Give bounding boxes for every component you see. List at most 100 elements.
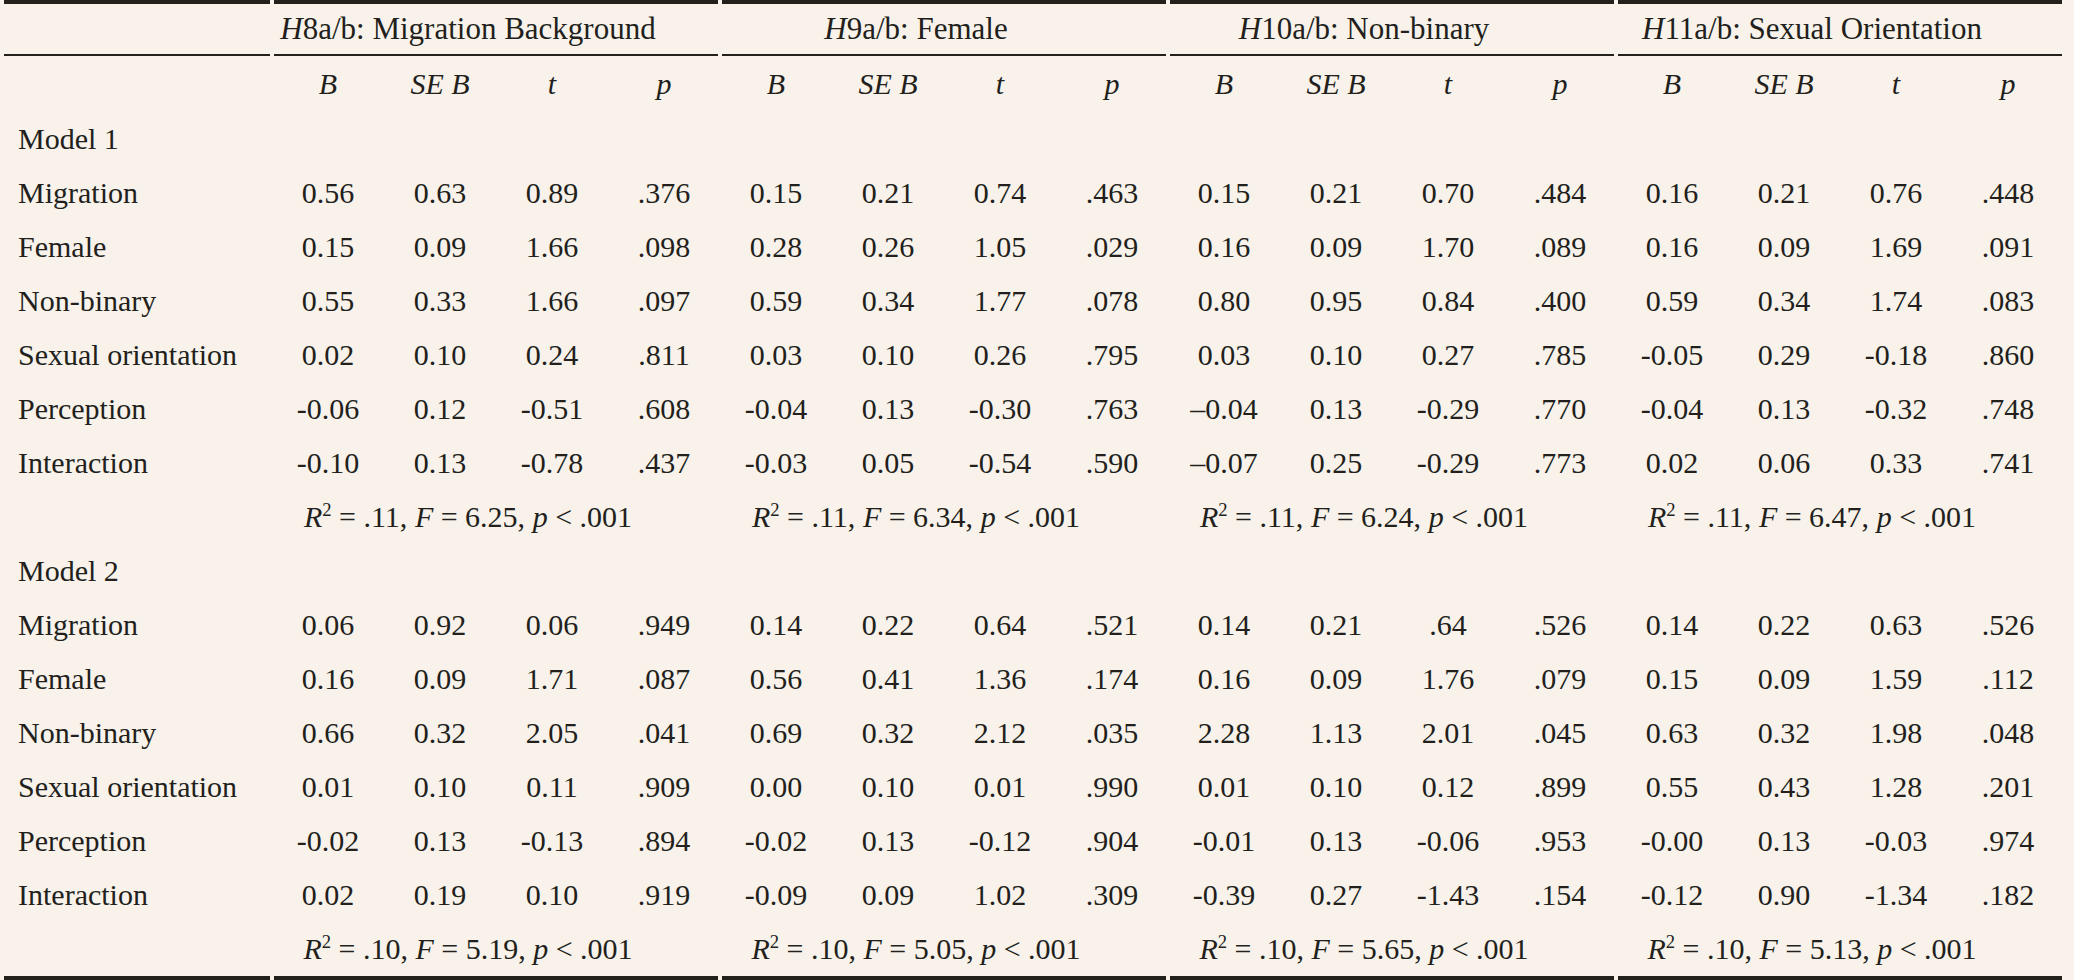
value-cell: 2.01: [1394, 706, 1502, 760]
value-cell: 0.15: [1618, 652, 1726, 706]
row-label: Perception: [4, 814, 270, 868]
value-cell: .748: [1954, 382, 2062, 436]
value-cell: 0.01: [1170, 760, 1278, 814]
table-row: Interaction0.020.190.10.919-0.090.091.02…: [4, 868, 2062, 922]
value-cell: 0.41: [834, 652, 942, 706]
model-fit-h10-non-binary-segment-6: < .001: [1444, 932, 1528, 965]
value-cell: .097: [610, 274, 718, 328]
value-cell: 0.10: [498, 868, 606, 922]
value-cell: 0.16: [1618, 166, 1726, 220]
col-header-b: B: [722, 56, 830, 112]
value-cell: 0.90: [1730, 868, 1838, 922]
value-cell: .376: [610, 166, 718, 220]
value-cell: .974: [1954, 814, 2062, 868]
value-cell: 0.34: [1730, 274, 1838, 328]
value-cell: 0.10: [1282, 760, 1390, 814]
model-fit-h8-migration-background-segment-3: F: [415, 932, 433, 965]
value-cell: 0.12: [386, 382, 494, 436]
model-fit-h10-non-binary: R2 = .11, F = 6.24, p < .001: [1170, 490, 1614, 544]
col-header-se-b: SE B: [386, 56, 494, 112]
model-fit-h11-sexual-orientation-segment-3: F: [1759, 500, 1777, 533]
value-cell: -1.34: [1842, 868, 1950, 922]
table-row: Non-binary0.550.331.66.0970.590.341.77.0…: [4, 274, 2062, 328]
table-row: Interaction-0.100.13-0.78.437-0.030.05-0…: [4, 436, 2062, 490]
value-cell: 0.55: [1618, 760, 1726, 814]
value-cell: 0.21: [1730, 166, 1838, 220]
value-cell: 0.10: [834, 328, 942, 382]
value-cell: 0.33: [1842, 436, 1950, 490]
value-cell: 1.02: [946, 868, 1054, 922]
value-cell: 0.25: [1282, 436, 1390, 490]
value-cell: 0.21: [834, 166, 942, 220]
model-fit-h9-female-segment-6: < .001: [996, 500, 1080, 533]
value-cell: .785: [1506, 328, 1614, 382]
value-cell: 0.27: [1394, 328, 1502, 382]
value-cell: 1.76: [1394, 652, 1502, 706]
row-label: Non-binary: [4, 274, 270, 328]
value-cell: -0.06: [1394, 814, 1502, 868]
value-cell: 0.63: [1842, 598, 1950, 652]
col-header-p: p: [1506, 56, 1614, 112]
model-fit-h11-sexual-orientation-segment-2: = .11,: [1676, 500, 1759, 533]
value-cell: .64: [1394, 598, 1502, 652]
value-cell: .309: [1058, 868, 1166, 922]
value-cell: .899: [1506, 760, 1614, 814]
model-fit-h11-sexual-orientation-segment-4: = 5.13,: [1778, 932, 1877, 965]
value-cell: 0.10: [386, 328, 494, 382]
value-cell: 0.09: [386, 220, 494, 274]
value-cell: 0.59: [722, 274, 830, 328]
model-fit-h8-migration-background-segment-5: p: [533, 932, 548, 965]
value-cell: 1.74: [1842, 274, 1950, 328]
value-cell: -0.05: [1618, 328, 1726, 382]
value-cell: 0.24: [498, 328, 606, 382]
value-cell: 0.06: [498, 598, 606, 652]
col-header-b: B: [1618, 56, 1726, 112]
model-fit-h8-migration-background-segment-2: = .11,: [332, 500, 415, 533]
value-cell: .083: [1954, 274, 2062, 328]
group-spanner-h10-non-binary-segment-0: H: [1239, 11, 1261, 46]
group-spanner-h8-migration-background-segment-0: H: [280, 11, 302, 46]
value-cell: 0.92: [386, 598, 494, 652]
col-header-t: t: [1842, 56, 1950, 112]
model-fit-h11-sexual-orientation: R2 = .10, F = 5.13, p < .001: [1618, 922, 2062, 980]
row-label: Migration: [4, 598, 270, 652]
value-cell: .521: [1058, 598, 1166, 652]
value-cell: 0.70: [1394, 166, 1502, 220]
value-cell: .048: [1954, 706, 2062, 760]
value-cell: 0.09: [834, 868, 942, 922]
value-cell: 2.12: [946, 706, 1054, 760]
model-fit-h9-female-segment-0: R: [752, 500, 770, 533]
value-cell: 0.02: [274, 868, 382, 922]
value-cell: 0.16: [1170, 220, 1278, 274]
value-cell: 0.56: [722, 652, 830, 706]
value-cell: .154: [1506, 868, 1614, 922]
value-cell: .029: [1058, 220, 1166, 274]
model-fit-h11-sexual-orientation: R2 = .11, F = 6.47, p < .001: [1618, 490, 2062, 544]
value-cell: 0.16: [1170, 652, 1278, 706]
value-cell: 0.01: [946, 760, 1054, 814]
model-fit-h9-female-segment-4: = 5.05,: [882, 932, 981, 965]
value-cell: .860: [1954, 328, 2062, 382]
model-fit-h8-migration-background-segment-4: = 5.19,: [434, 932, 533, 965]
group-spanner-h11-sexual-orientation: H11a/b: Sexual Orientation: [1618, 0, 2062, 56]
value-cell: 0.63: [386, 166, 494, 220]
value-cell: 0.34: [834, 274, 942, 328]
value-cell: 0.13: [386, 436, 494, 490]
table-row: Perception-0.060.12-0.51.608-0.040.13-0.…: [4, 382, 2062, 436]
value-cell: 0.22: [834, 598, 942, 652]
row-label: Sexual orientation: [4, 328, 270, 382]
table-row: Female0.150.091.66.0980.280.261.05.0290.…: [4, 220, 2062, 274]
group-spanner-h9-female: H9a/b: Female: [722, 0, 1166, 56]
group-spanner-h10-non-binary-segment-1: 10a/b: Non-binary: [1261, 11, 1489, 46]
model-fit-h9-female-segment-4: = 6.34,: [881, 500, 980, 533]
value-cell: -0.29: [1394, 436, 1502, 490]
value-cell: 0.32: [386, 706, 494, 760]
value-cell: -0.02: [722, 814, 830, 868]
col-header-se-b: SE B: [1730, 56, 1838, 112]
value-cell: 1.98: [1842, 706, 1950, 760]
value-cell: .990: [1058, 760, 1166, 814]
model-fit-h9-female-segment-6: < .001: [996, 932, 1080, 965]
model-fit-h10-non-binary-segment-3: F: [1311, 932, 1329, 965]
value-cell: 0.26: [946, 328, 1054, 382]
model-fit-h9-female: R2 = .11, F = 6.34, p < .001: [722, 490, 1166, 544]
